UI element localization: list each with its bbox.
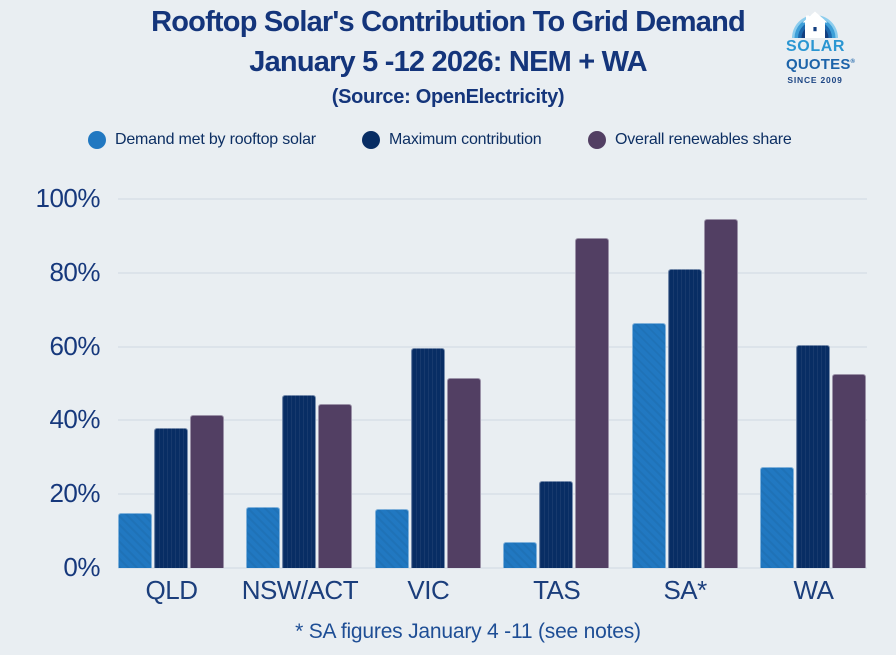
registered-trademark-symbol: ® — [850, 59, 856, 65]
bar-tas-maximum-contribution — [539, 481, 574, 568]
legend-dot-icon-maximum-contribution — [362, 131, 380, 149]
bar-group-sa — [631, 199, 739, 568]
bar-group-vic — [374, 199, 482, 568]
bar-group-qld — [118, 199, 225, 568]
x-axis-label-sa: SA* — [663, 575, 707, 605]
legend-label-demand-met-by-rooftop-solar: Demand met by rooftop solar — [115, 131, 316, 148]
x-axis-label-tas: TAS — [533, 575, 581, 605]
gridline-20 — [118, 493, 867, 496]
solarquotes-logo: SOLAR QUOTES® SINCE 2009 — [786, 8, 856, 85]
logo-text-quotes: QUOTES® — [786, 56, 856, 73]
gridline-0 — [118, 567, 867, 569]
legend-label-overall-renewables-share: Overall renewables share — [615, 131, 792, 148]
gridline-60 — [118, 345, 867, 348]
bar-vic-maximum-contribution — [410, 348, 445, 568]
bar-vic-overall-renewables-share — [446, 377, 481, 568]
chart-source-subtitle: (Source: OpenElectricity) — [331, 86, 565, 108]
x-axis-label-wa: WA — [793, 575, 834, 605]
legend-dot-icon-overall-renewables-share — [588, 131, 606, 149]
bar-vic-demand-met-by-rooftop-solar — [374, 508, 409, 568]
footnote: * SA figures January 4 -11 (see notes) — [295, 620, 641, 643]
gridline-100 — [118, 198, 867, 200]
plot-area — [110, 198, 867, 569]
bar-nsw-act-overall-renewables-share — [318, 403, 353, 568]
bar-group-tas — [503, 199, 610, 568]
logo-text-since: SINCE 2009 — [787, 75, 843, 85]
bar-wa-overall-renewables-share — [832, 374, 866, 568]
page-title: Rooftop Solar's Contribution To Grid Dem… — [151, 6, 746, 38]
y-axis-label-20: 20% — [49, 478, 100, 509]
legend-item-maximum-contribution: Maximum contribution — [362, 131, 542, 149]
y-axis-label-60: 60% — [49, 330, 100, 361]
bar-group-wa — [760, 199, 867, 568]
legend-label-maximum-contribution: Maximum contribution — [389, 131, 542, 148]
bar-sa-overall-renewables-share — [703, 219, 738, 568]
bar-qld-demand-met-by-rooftop-solar — [118, 512, 152, 568]
gridline-80 — [118, 271, 867, 274]
bar-wa-demand-met-by-rooftop-solar — [760, 466, 794, 568]
bar-qld-overall-renewables-share — [190, 414, 224, 568]
bar-wa-maximum-contribution — [796, 344, 830, 568]
x-axis-label-qld: QLD — [145, 575, 198, 605]
x-axis-label-nsw-act: NSW/ACT — [241, 575, 359, 605]
bar-tas-overall-renewables-share — [575, 237, 610, 568]
bar-sa-demand-met-by-rooftop-solar — [631, 322, 666, 568]
bar-sa-maximum-contribution — [667, 269, 702, 568]
logo-text-solar: SOLAR — [786, 38, 845, 55]
solarquotes-arch-house-icon — [792, 11, 838, 38]
x-axis-label-vic: VIC — [407, 575, 450, 605]
bar-qld-maximum-contribution — [154, 427, 188, 568]
chart-legend: Demand met by rooftop solar Maximum contr… — [0, 131, 896, 155]
bar-nsw-act-maximum-contribution — [282, 394, 317, 568]
y-axis-label-100: 100% — [35, 183, 101, 213]
bar-group-nsw-act — [246, 199, 353, 568]
y-axis-label-0: 0% — [63, 552, 100, 582]
bar-tas-demand-met-by-rooftop-solar — [503, 542, 538, 568]
legend-dot-icon-demand-met-by-rooftop-solar — [88, 131, 106, 149]
y-axis-label-40: 40% — [49, 404, 100, 435]
legend-item-demand-met-by-rooftop-solar: Demand met by rooftop solar — [88, 131, 316, 149]
y-axis-label-80: 80% — [49, 256, 100, 287]
legend-item-overall-renewables-share: Overall renewables share — [588, 131, 792, 149]
page-title-line2: January 5 -12 2026: NEM + WA — [249, 46, 647, 78]
bar-nsw-act-demand-met-by-rooftop-solar — [246, 507, 281, 568]
gridline-40 — [118, 419, 867, 422]
